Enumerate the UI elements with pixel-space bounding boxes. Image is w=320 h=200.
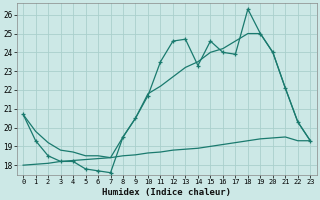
X-axis label: Humidex (Indice chaleur): Humidex (Indice chaleur) xyxy=(102,188,231,197)
